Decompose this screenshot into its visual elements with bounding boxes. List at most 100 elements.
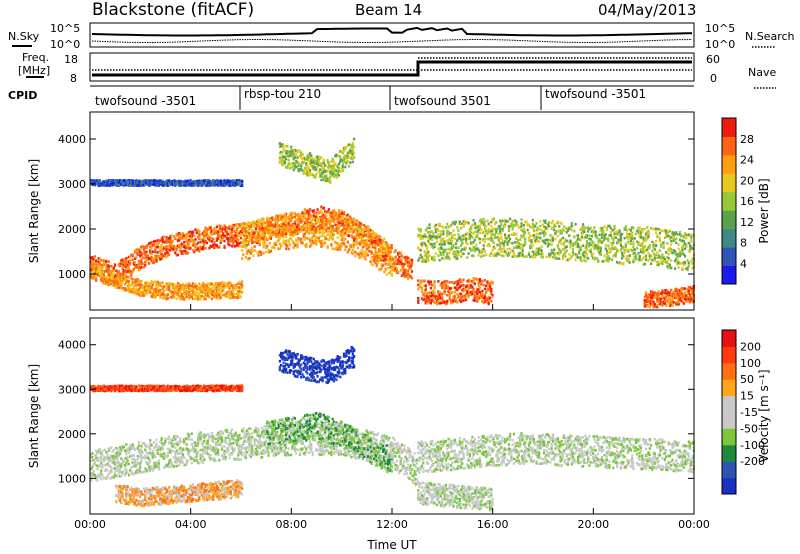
data-cell	[147, 242, 151, 245]
data-cell	[334, 247, 337, 251]
data-cell	[348, 219, 351, 222]
data-cell	[680, 249, 683, 253]
cpid-segment-3: twofsound 3501	[394, 94, 491, 108]
data-cell	[296, 230, 299, 234]
data-cell	[467, 280, 470, 283]
data-cell	[348, 230, 351, 234]
data-cell	[374, 249, 377, 253]
data-cell	[116, 275, 119, 279]
data-cell	[341, 219, 344, 223]
data-cell	[571, 244, 575, 248]
data-cell	[384, 268, 387, 272]
data-cell	[598, 251, 601, 254]
data-cell	[443, 285, 446, 289]
data-cell	[424, 228, 427, 232]
data-cell	[502, 224, 505, 228]
data-cell	[532, 224, 536, 227]
data-cell	[614, 247, 617, 250]
data-cell	[137, 288, 140, 291]
data-cell	[111, 284, 114, 287]
data-cell	[662, 241, 665, 244]
data-cell	[472, 219, 475, 222]
data-cell	[92, 265, 95, 268]
data-cell	[316, 208, 319, 211]
data-cell	[354, 235, 357, 239]
data-cell	[673, 252, 677, 255]
data-cell	[129, 262, 132, 265]
data-cell	[539, 220, 542, 223]
data-cell	[358, 242, 361, 245]
data-cell	[161, 240, 164, 244]
data-cell	[267, 237, 270, 241]
data-cell	[319, 234, 322, 238]
data-cell	[229, 286, 232, 289]
data-cell	[665, 231, 668, 235]
data-cell	[242, 238, 245, 241]
data-cell	[335, 247, 338, 251]
data-cell	[648, 246, 651, 250]
data-cell	[456, 250, 459, 253]
data-cell	[326, 221, 329, 225]
data-cell	[387, 244, 390, 248]
data-cell	[228, 243, 231, 247]
data-cell	[296, 232, 299, 235]
data-cell	[365, 227, 368, 230]
data-cell	[580, 259, 583, 263]
data-cell	[346, 224, 349, 228]
data-cell	[612, 228, 615, 232]
data-cell	[532, 229, 536, 233]
data-cell	[310, 215, 313, 218]
data-cell	[344, 248, 347, 252]
data-cell	[675, 237, 678, 241]
data-cell	[403, 263, 406, 266]
data-cell	[361, 235, 364, 238]
data-cell	[690, 240, 693, 244]
data-cell	[446, 286, 449, 290]
data-cell	[437, 233, 440, 236]
data-cell	[439, 245, 442, 248]
data-cell	[317, 219, 320, 222]
data-cell	[427, 298, 430, 302]
data-cell	[487, 237, 490, 241]
data-cell	[389, 250, 392, 254]
data-cell	[125, 270, 128, 273]
data-cell	[658, 236, 661, 240]
data-cell	[680, 262, 683, 265]
data-cell	[354, 251, 357, 254]
data-cell	[222, 227, 225, 231]
data-cell	[360, 241, 363, 245]
data-cell	[458, 292, 461, 296]
data-cell	[247, 231, 250, 235]
data-cell	[271, 246, 274, 249]
data-cell	[400, 262, 403, 265]
data-cell	[429, 280, 432, 284]
data-cell	[228, 281, 231, 285]
data-cell	[628, 261, 631, 264]
data-cell	[666, 231, 669, 234]
data-cell	[652, 241, 655, 245]
data-cell	[277, 239, 280, 242]
data-cell	[203, 232, 206, 235]
data-cell	[264, 236, 268, 239]
data-cell	[656, 256, 659, 260]
data-cell	[378, 256, 381, 259]
data-cell	[351, 222, 354, 225]
data-cell	[388, 244, 391, 248]
data-cell	[157, 256, 161, 259]
data-cell	[379, 256, 382, 259]
data-cell	[419, 249, 422, 252]
data-cell	[223, 239, 226, 243]
data-cell	[458, 278, 461, 281]
data-cell	[602, 260, 605, 263]
data-cell	[316, 217, 319, 220]
data-cell	[277, 216, 280, 220]
data-cell	[122, 273, 125, 276]
data-cell	[458, 299, 461, 302]
data-cell	[257, 227, 260, 231]
data-cell	[475, 277, 478, 281]
figure-title: Blackstone (fitACF)	[92, 0, 254, 20]
data-cell	[613, 227, 616, 230]
data-cell	[275, 215, 278, 218]
data-cell	[491, 239, 494, 243]
data-cell	[292, 226, 295, 230]
